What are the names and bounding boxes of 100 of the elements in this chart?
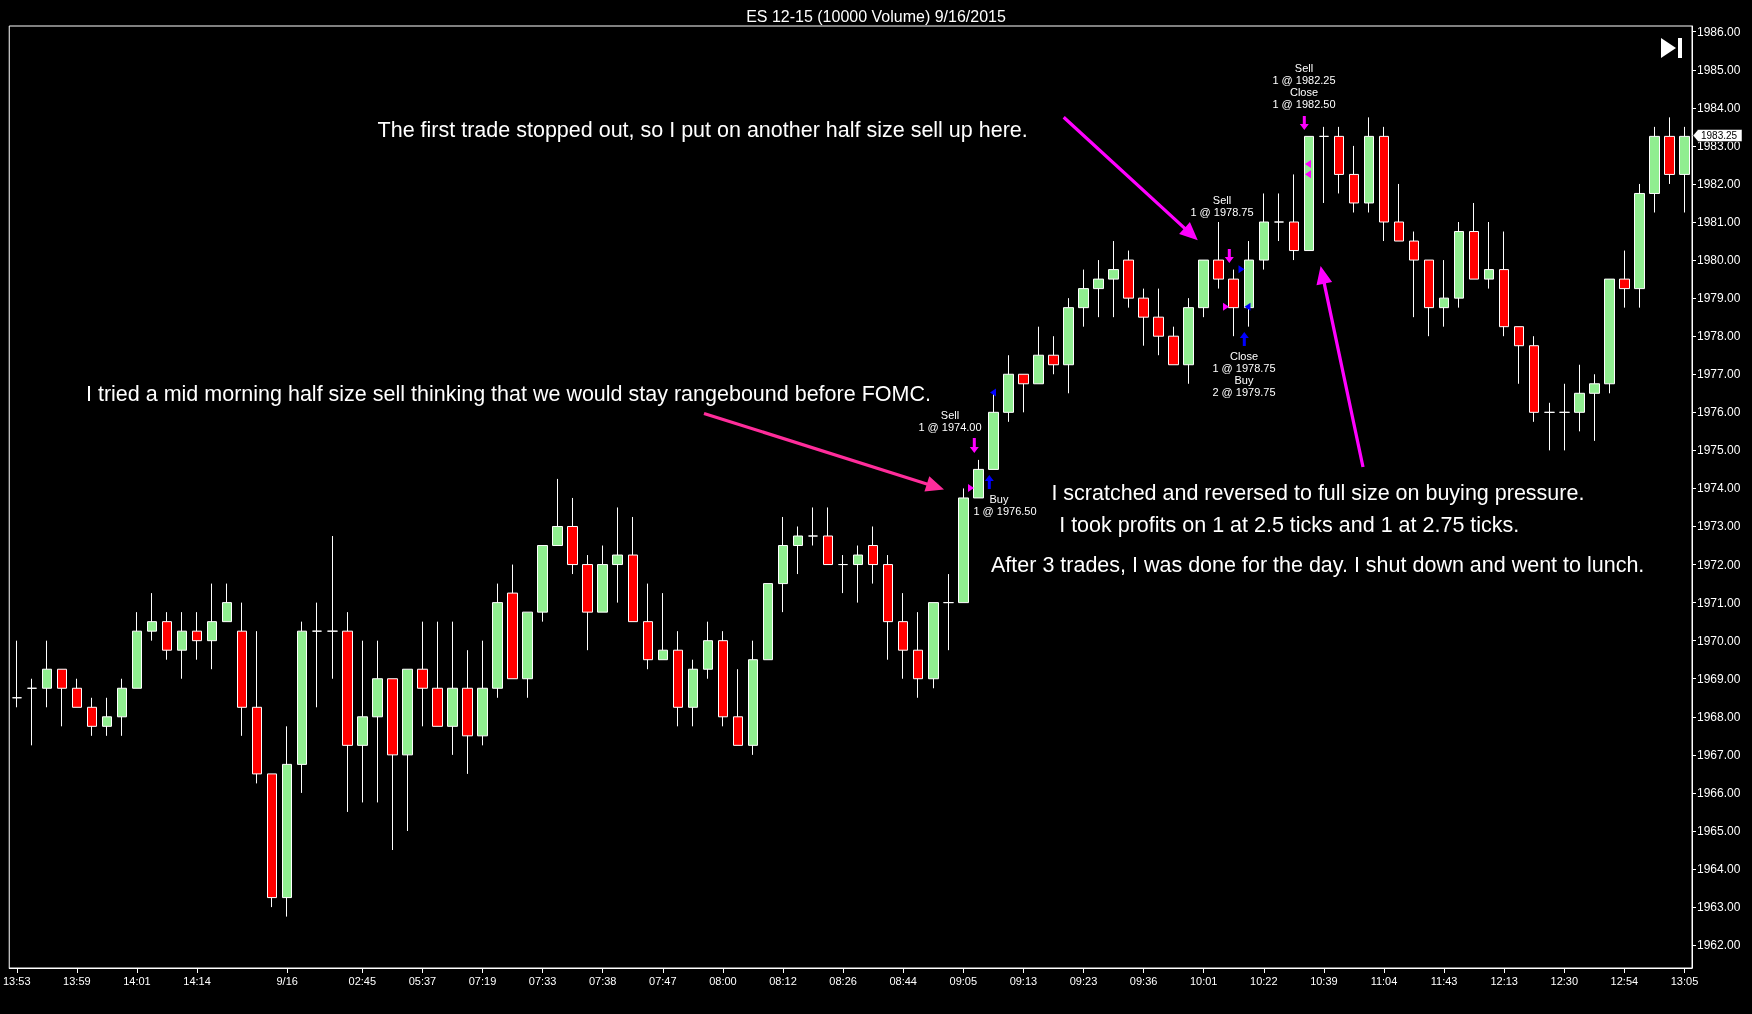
candlestick [447, 621, 458, 756]
x-tick-label: 11:04 [1370, 974, 1398, 987]
y-tick-label: 1982.00 [1697, 176, 1741, 191]
candlestick [162, 611, 172, 661]
candlestick [222, 583, 232, 623]
candlestick [327, 535, 338, 680]
candlestick [1619, 250, 1630, 309]
candlestick [1514, 326, 1524, 385]
annotation: Close [1229, 350, 1259, 362]
candlestick [1484, 221, 1494, 290]
annotation: 1 @ 1978.75 [1212, 362, 1276, 374]
candlestick [402, 668, 413, 832]
candlestick [1364, 116, 1374, 213]
x-tick-label: 07:47 [649, 974, 677, 987]
x-tick-label: 10:39 [1310, 974, 1338, 987]
annotation: Sell [940, 409, 960, 421]
y-tick-label: 1983.00 [1697, 138, 1741, 153]
y-tick-label: 1981.00 [1697, 215, 1741, 230]
annotation: I scratched and reversed to full size on buying pressure. [1051, 480, 1585, 505]
x-tick-label: 11:43 [1430, 974, 1458, 987]
candlestick [628, 516, 638, 623]
candlestick [192, 611, 202, 661]
x-tick-label: 08:12 [769, 974, 797, 987]
candlestick [793, 526, 803, 575]
x-tick-label: 10:01 [1189, 974, 1218, 987]
x-tick-label: 14:01 [123, 974, 151, 987]
x-tick-label: 14:14 [183, 974, 211, 987]
candlestick [177, 611, 187, 680]
y-tick-label: 1980.00 [1697, 253, 1741, 268]
candlestick [537, 545, 548, 623]
candlestick [57, 668, 67, 727]
candlestick [312, 602, 322, 708]
y-tick-label: 1967.00 [1697, 747, 1741, 762]
candlestick [1153, 288, 1164, 356]
y-tick-label: 1966.00 [1697, 785, 1741, 800]
candlestick [823, 506, 833, 566]
candlestick [643, 583, 653, 670]
y-tick-label: 1969.00 [1697, 671, 1741, 686]
y-tick-label: 1971.00 [1697, 595, 1741, 610]
candlestick [432, 621, 443, 727]
candlestick [1574, 364, 1585, 432]
candlestick [1108, 240, 1119, 318]
x-tick-label: 13:05 [1670, 974, 1699, 987]
candlestick [1304, 135, 1314, 252]
x-tick-label: 05:37 [408, 974, 437, 987]
candlestick [1409, 231, 1419, 318]
x-tick-label: 12:54 [1610, 974, 1639, 987]
candlestick [267, 773, 277, 908]
y-tick-label: 1962.00 [1697, 938, 1741, 953]
candlestick [763, 583, 773, 661]
x-tick-label: 13:53 [2, 974, 31, 987]
x-tick-label: 12:30 [1550, 974, 1579, 987]
candlestick [387, 678, 398, 851]
y-tick-label: 1970.00 [1697, 633, 1741, 648]
candlestick [477, 640, 488, 746]
candlestick [1349, 145, 1359, 213]
candlestick [1033, 326, 1044, 385]
candlestick [913, 611, 923, 699]
candlestick [1544, 402, 1555, 451]
y-tick-label: 1964.00 [1697, 862, 1741, 877]
x-tick-label: 08:44 [889, 974, 917, 987]
candlestick [252, 630, 262, 784]
annotation: 1 @ 1982.25 [1272, 74, 1336, 86]
candlestick [1198, 259, 1209, 318]
candlestick [102, 697, 112, 737]
candlestick [12, 640, 22, 708]
candlestick [372, 640, 383, 803]
candlestick [1469, 202, 1479, 280]
x-tick-label: 09:23 [1069, 974, 1098, 987]
candlestick [1168, 326, 1179, 366]
candlestick [612, 506, 623, 604]
candlestick [1289, 173, 1299, 261]
candlestick [342, 611, 353, 813]
candlestick [943, 573, 954, 651]
y-tick-label: 1984.00 [1697, 100, 1741, 115]
candlestick [1213, 221, 1224, 290]
candlestick [357, 640, 368, 803]
candlestick [1424, 259, 1434, 337]
candlestick [1499, 231, 1509, 337]
candlestick [597, 545, 608, 613]
y-tick-label: 1985.00 [1697, 62, 1741, 77]
annotation: Close [1289, 86, 1319, 98]
x-tick-label: 07:33 [528, 974, 557, 987]
candlestick [282, 725, 292, 918]
candlestick [1093, 259, 1104, 318]
candlestick [748, 640, 758, 756]
candlestick [1604, 278, 1615, 394]
annotation: After 3 trades, I was done for the day. I shut down and went to lunch. [991, 553, 1645, 578]
y-tick-label: 1986.00 [1697, 24, 1741, 39]
candlestick [1649, 126, 1660, 213]
candlestick [297, 621, 307, 794]
candlestick [808, 506, 818, 547]
candlestick [658, 592, 668, 661]
candlestick [567, 497, 578, 575]
x-tick-label: 10:22 [1250, 974, 1278, 987]
candlestick [72, 678, 82, 708]
candlestick [1063, 297, 1074, 394]
candlestick [42, 640, 52, 708]
y-tick-label: 1972.00 [1697, 557, 1741, 572]
annotation: I took profits on 1 at 2.5 ticks and 1 at 2.75 ticks. [1059, 513, 1520, 538]
